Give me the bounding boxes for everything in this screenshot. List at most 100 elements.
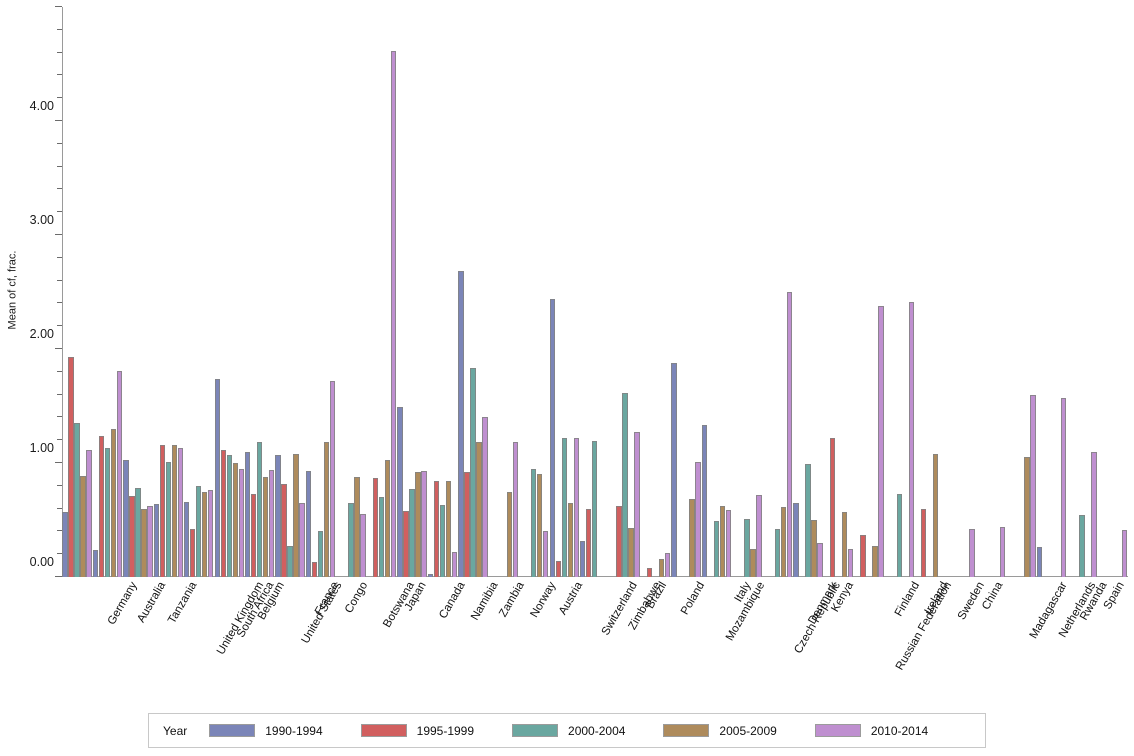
bar-group (1036, 7, 1067, 577)
bar (378, 497, 385, 577)
bar (1060, 398, 1067, 577)
bar (817, 542, 823, 577)
legend-item[interactable]: 2000-2004 (512, 724, 625, 738)
bar (208, 490, 214, 577)
bar-group (427, 7, 458, 577)
plot-area: 0.001.002.003.004.005.00 (30, 6, 1128, 577)
legend-item[interactable]: 2005-2009 (663, 724, 777, 738)
bar (573, 437, 579, 577)
bar-group (519, 7, 549, 577)
bar (147, 506, 153, 577)
legend-swatch (663, 724, 710, 737)
y-axis-tick-minor (57, 211, 62, 213)
bar (62, 512, 68, 577)
bar (268, 469, 275, 577)
y-axis-tick-minor (57, 302, 62, 304)
bar (323, 442, 330, 577)
bar-group (1006, 7, 1036, 577)
bar (409, 489, 415, 577)
bar-group (92, 7, 123, 577)
y-axis-tick-major (55, 348, 62, 349)
legend-item[interactable]: 2010-2014 (814, 724, 928, 738)
bar (658, 558, 665, 577)
y-axis-tick-minor (57, 256, 62, 258)
bar (829, 437, 836, 577)
x-axis-label-text: Australia (135, 580, 168, 625)
bar (549, 298, 555, 577)
bar-group (580, 7, 610, 577)
bar (135, 488, 141, 577)
bar (908, 302, 914, 577)
bar (451, 551, 458, 577)
bar-group (367, 7, 397, 577)
y-axis-tick-minor (57, 507, 62, 509)
bar-group (62, 7, 92, 577)
bar (476, 442, 482, 577)
bar (537, 474, 543, 577)
bar-group (885, 7, 915, 577)
bar (281, 483, 287, 577)
x-axis-label: Poland (679, 580, 707, 617)
bar (123, 459, 129, 577)
bar (689, 499, 695, 577)
bar (299, 502, 305, 577)
bar (74, 423, 80, 577)
bar (390, 51, 397, 577)
y-axis-tick-label: 1.00 (29, 441, 54, 455)
bar (793, 502, 799, 577)
x-axis-label-text: Brazil (644, 580, 670, 611)
legend-items: 1990-1994 1995-1999 2000-2004 2005-2009 2010… (209, 724, 966, 738)
bar (847, 548, 854, 577)
y-axis-tick-minor (57, 393, 62, 395)
legend-label: 2000-2004 (568, 723, 626, 738)
bar (262, 476, 269, 577)
bar (354, 476, 360, 577)
bar (415, 472, 421, 577)
bar (348, 502, 354, 577)
bar (634, 432, 640, 577)
bar (622, 393, 628, 577)
bar-group (184, 7, 214, 577)
y-axis-tick-minor (57, 530, 62, 532)
bar (153, 504, 159, 577)
bar (232, 463, 238, 577)
y-axis-tick-major (55, 576, 62, 577)
bar (671, 362, 677, 577)
bar-group (854, 7, 884, 577)
bar (470, 368, 476, 577)
y-axis-tick-major (55, 6, 62, 7)
bar (104, 448, 111, 577)
bar (860, 534, 866, 577)
bar (190, 529, 196, 577)
bar (921, 508, 927, 577)
bar (165, 461, 171, 577)
bar (202, 491, 208, 577)
bar (250, 493, 257, 577)
bar (68, 356, 74, 577)
bar (531, 468, 537, 577)
bar (561, 437, 567, 577)
y-axis-tick-minor (57, 165, 62, 167)
bar (116, 370, 123, 577)
bar (1079, 515, 1085, 577)
legend-title: Year (163, 723, 188, 738)
bar (999, 526, 1006, 577)
x-axis-label-text: Namibia (468, 580, 501, 623)
bar (196, 485, 202, 577)
bar (238, 468, 244, 577)
bar-group (275, 7, 305, 577)
y-axis-tick-label: 4.00 (29, 99, 54, 113)
legend-swatch (360, 724, 407, 737)
x-axis-label-text: Congo (342, 580, 371, 616)
bar (592, 441, 598, 577)
legend-item[interactable]: 1995-1999 (360, 724, 474, 738)
bar (701, 425, 708, 577)
x-axis-label: Congo (343, 580, 370, 615)
bar (695, 461, 701, 577)
bar (403, 510, 409, 577)
legend-item[interactable]: 1990-1994 (209, 724, 323, 738)
legend: Year 1990-1994 1995-1999 2000-2004 2005-200… (148, 713, 986, 748)
bar-group (153, 7, 184, 577)
bar-group (489, 7, 519, 577)
legend-swatch (209, 724, 256, 737)
